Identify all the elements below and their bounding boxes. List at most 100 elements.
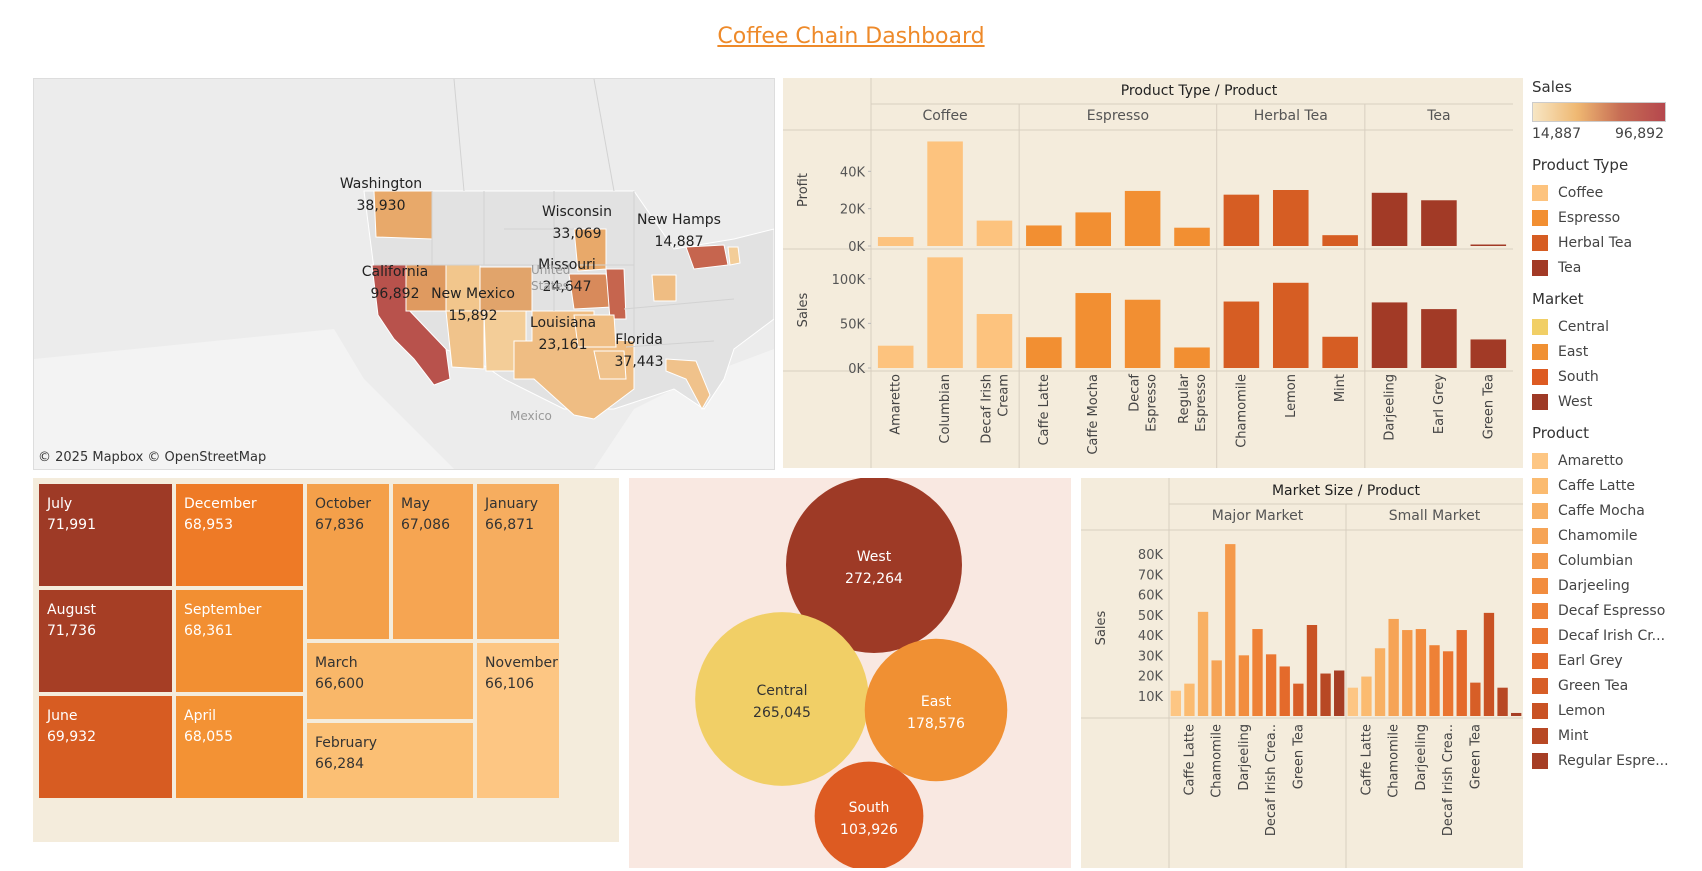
bar-small-market-caffe-latte — [1361, 676, 1372, 716]
bar-sales-columbian — [927, 257, 963, 368]
legend-swatch — [1532, 393, 1548, 410]
legend-product-item-chamomile[interactable]: Chamomile — [1532, 523, 1702, 548]
legend-market-item-south[interactable]: South — [1532, 364, 1702, 389]
bar-small-market-lemon — [1483, 612, 1495, 716]
legend-product-type-item-herbal-tea[interactable]: Herbal Tea — [1532, 230, 1702, 255]
legend-swatch — [1532, 318, 1548, 335]
state-illinois — [605, 268, 627, 320]
legend-swatch — [1532, 527, 1548, 544]
map-label-state-value: 96,892 — [370, 286, 420, 302]
legend-market-item-west[interactable]: West — [1532, 389, 1702, 414]
legend-market-item-east[interactable]: East — [1532, 339, 1702, 364]
bar-profit-decaf-irish-cream — [976, 220, 1013, 246]
bar-sales-darjeeling — [1371, 302, 1408, 368]
legend-sales-min: 14,887 — [1532, 126, 1581, 142]
bar-sales-decaf-espresso — [1124, 299, 1161, 368]
legend-product-type-item-espresso[interactable]: Espresso — [1532, 205, 1702, 230]
legend-product-item-amaretto[interactable]: Amaretto — [1532, 448, 1702, 473]
y-tick-label: 50K — [1138, 609, 1164, 624]
legend-label: Columbian — [1558, 552, 1633, 569]
legend-product-item-lemon[interactable]: Lemon — [1532, 698, 1702, 723]
bar-major-market-chamomile — [1211, 660, 1222, 716]
legend-sales-max: 96,892 — [1615, 126, 1664, 142]
treemap-cell-value: 67,086 — [401, 517, 450, 533]
y-axis-title-sales: Sales — [796, 292, 811, 327]
legend-product-type: Product Type Coffee Espresso Herbal Tea Tea — [1532, 156, 1702, 280]
bar-profit-green-tea — [1470, 244, 1507, 246]
legend-product-item-green-tea[interactable]: Green Tea — [1532, 673, 1702, 698]
legend-swatch — [1532, 209, 1548, 226]
y-tick-label: 20K — [840, 203, 866, 218]
bubble-label-west: West — [857, 549, 892, 565]
y-axis-title: Sales — [1094, 610, 1109, 645]
bar-profit-mint — [1322, 235, 1358, 246]
legend-label: Decaf Irish Cr... — [1558, 627, 1666, 644]
y-tick-label: 100K — [832, 273, 866, 288]
sales-map[interactable]: Washington 38,930 California 96,892 New Mexi… — [33, 78, 775, 470]
legend-product-item-caffe-mocha[interactable]: Caffe Mocha — [1532, 498, 1702, 523]
bubble-label-central: Central — [757, 683, 808, 699]
legend-product-item-regular-espre[interactable]: Regular Espre... — [1532, 748, 1702, 773]
bar-sales-mint — [1322, 336, 1358, 368]
bar-small-market-caffe-mocha — [1374, 648, 1386, 716]
legend-label: Amaretto — [1558, 452, 1624, 469]
map-label-state-value: 33,069 — [552, 226, 602, 242]
bubble-value-west: 272,264 — [845, 571, 903, 587]
legend-product-item-decaf-irish-cr[interactable]: Decaf Irish Cr... — [1532, 623, 1702, 648]
map-label-state-value: 14,887 — [654, 234, 704, 250]
bar-major-market-caffe-mocha — [1197, 611, 1209, 716]
bar-small-market-regular-espresso — [1511, 712, 1522, 716]
treemap-cell-label: September — [184, 602, 262, 618]
legend-swatch — [1532, 259, 1548, 276]
map-label-state-value: 38,930 — [356, 198, 406, 214]
legend-product-item-decaf-espresso[interactable]: Decaf Espresso — [1532, 598, 1702, 623]
treemap-cell-label: December — [184, 496, 257, 512]
bar-major-market-caffe-latte — [1184, 683, 1195, 716]
legend-swatch — [1532, 602, 1548, 619]
legend-label: Darjeeling — [1558, 577, 1630, 594]
legend-label: Herbal Tea — [1558, 234, 1633, 251]
y-tick-label: 20K — [1138, 670, 1164, 685]
state-borders — [374, 79, 735, 348]
bar-sales-caffe-latte — [1026, 337, 1062, 368]
chart-title: Product Type / Product — [1121, 83, 1278, 99]
legend-swatch — [1532, 727, 1548, 744]
bubble-label-east: East — [921, 694, 952, 710]
map-label-state-name: California — [361, 264, 429, 280]
bar-sales-caffe-mocha — [1075, 293, 1112, 368]
map-label-new-hamps: New Hamps 14,887 — [624, 209, 734, 253]
group-header-herbal-tea: Herbal Tea — [1254, 108, 1328, 124]
x-label-chamomile: Chamomile — [1234, 374, 1249, 448]
panel-header-major-market: Major Market — [1212, 508, 1304, 524]
legend-label: Regular Espre... — [1558, 752, 1669, 769]
map-label-state-value: 37,443 — [614, 354, 664, 370]
chart-title: Market Size / Product — [1272, 483, 1421, 499]
legend-product-item-caffe-latte[interactable]: Caffe Latte — [1532, 473, 1702, 498]
legend-product-item-mint[interactable]: Mint — [1532, 723, 1702, 748]
treemap-cell-value: 71,991 — [47, 517, 96, 533]
bar-small-market-green-tea — [1470, 682, 1481, 716]
legend-product-item-columbian[interactable]: Columbian — [1532, 548, 1702, 573]
x-label-decaf-irish-crea: Decaf Irish Crea.. — [1264, 724, 1279, 836]
bar-profit-lemon — [1272, 190, 1309, 246]
legend-product-item-darjeeling[interactable]: Darjeeling — [1532, 573, 1702, 598]
legend-label: Lemon — [1558, 702, 1606, 719]
map-label-louisiana: Louisiana 23,161 — [508, 312, 618, 356]
map-label-state-name: Florida — [615, 332, 663, 348]
treemap-cell-january: January 66,871 — [475, 482, 561, 641]
treemap-cell-value: 66,600 — [315, 676, 364, 692]
treemap-cell-september: September 68,361 — [174, 588, 305, 694]
legend-label: Central — [1558, 318, 1609, 335]
bar-small-market-darjeeling — [1415, 629, 1427, 716]
legend-product-type-item-coffee[interactable]: Coffee — [1532, 180, 1702, 205]
map-label-missouri: Missouri 24,647 — [512, 254, 622, 298]
x-label-darjeeling: Darjeeling — [1237, 724, 1252, 791]
legend-product-item-earl-grey[interactable]: Earl Grey — [1532, 648, 1702, 673]
legend-swatch — [1532, 552, 1548, 569]
treemap-cell-december: December 68,953 — [174, 482, 305, 588]
map-attribution[interactable]: © 2025 Mapbox © OpenStreetMap — [38, 450, 267, 465]
legend-product-type-item-tea[interactable]: Tea — [1532, 255, 1702, 280]
y-tick-label: 50K — [840, 317, 866, 332]
legend-market-item-central[interactable]: Central — [1532, 314, 1702, 339]
bar-major-market-regular-espresso — [1334, 670, 1345, 716]
